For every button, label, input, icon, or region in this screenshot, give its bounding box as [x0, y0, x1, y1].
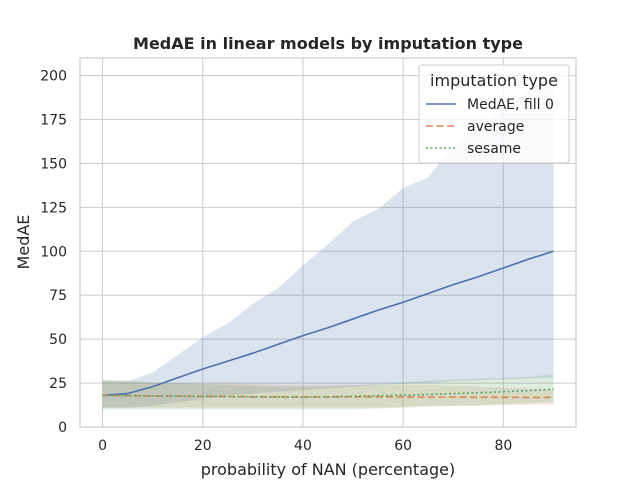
- band-2: [102, 381, 554, 408]
- x-tick-label: 20: [194, 438, 212, 454]
- y-tick-label: 200: [40, 69, 67, 85]
- band-3: [102, 374, 554, 410]
- y-tick-label: 25: [49, 376, 67, 392]
- y-axis-label: MedAE: [14, 215, 33, 270]
- y-tick-label: 150: [40, 156, 67, 172]
- legend-box: [418, 64, 570, 164]
- x-tick-labels: 0 20 40 60 80: [98, 438, 512, 454]
- legend-label-2: average: [467, 119, 524, 135]
- confidence-bands: [102, 75, 554, 410]
- x-axis-label: probability of NAN (percentage): [201, 460, 456, 479]
- legend: imputation type MedAE, fill 0 average sesa…: [418, 64, 570, 164]
- y-tick-label: 75: [49, 288, 67, 304]
- y-tick-label: 50: [49, 332, 67, 348]
- y-tick-labels: 0 25 50 75 100 125 150 175 200: [40, 69, 67, 436]
- y-tick-label: 125: [40, 200, 67, 216]
- legend-title: imputation type: [430, 71, 558, 90]
- y-tick-label: 175: [40, 113, 67, 129]
- x-tick-label: 40: [294, 438, 312, 454]
- legend-items: MedAE, fill 0 average sesame: [426, 97, 554, 157]
- y-tick-label: 100: [40, 244, 67, 260]
- x-tick-label: 80: [494, 438, 512, 454]
- y-tick-label: 0: [58, 420, 67, 436]
- chart-title: MedAE in linear models by imputation typ…: [133, 34, 523, 53]
- legend-label-1: MedAE, fill 0: [467, 97, 554, 113]
- legend-label-3: sesame: [467, 141, 521, 157]
- x-tick-label: 0: [98, 438, 107, 454]
- x-tick-label: 60: [394, 438, 412, 454]
- series-line-3: [102, 388, 554, 398]
- band-1: [102, 75, 554, 408]
- plot-frame: [79, 57, 577, 428]
- series-lines: [102, 250, 554, 399]
- series-line-1: [102, 250, 554, 397]
